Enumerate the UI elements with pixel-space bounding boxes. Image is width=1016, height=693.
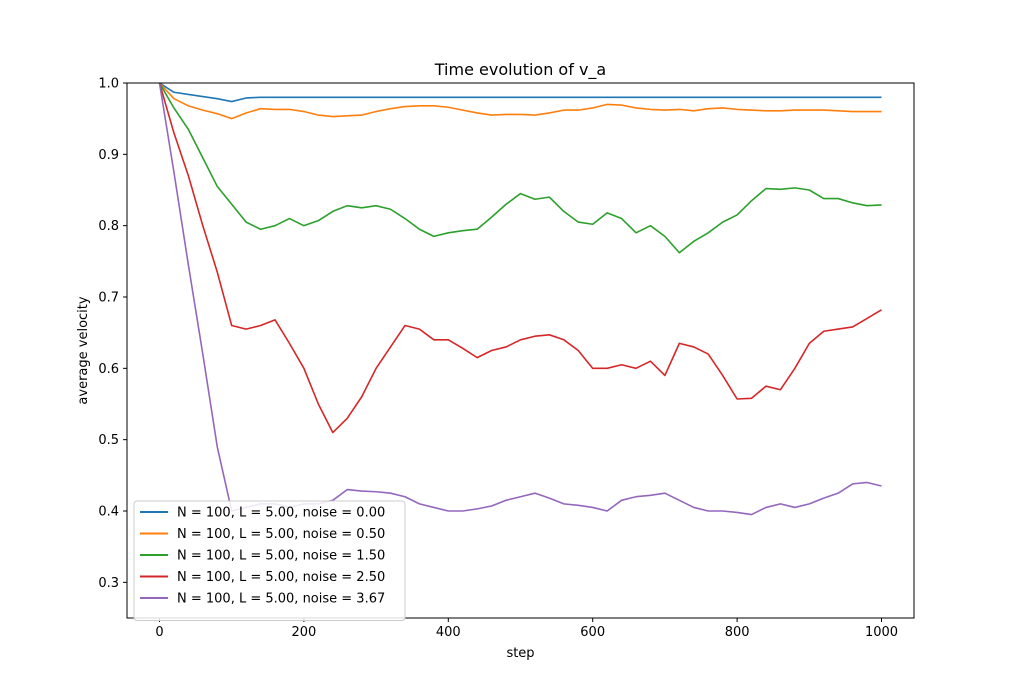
x-tick-label: 400 (436, 625, 461, 640)
series-layer (158, 83, 882, 516)
y-tick-label: 0.8 (98, 219, 119, 234)
x-tick-label: 600 (580, 625, 605, 640)
x-tick-label: 200 (291, 625, 316, 640)
legend-label: N = 100, L = 5.00, noise = 3.67 (177, 592, 385, 607)
series-line-1 (159, 83, 882, 103)
y-tick-label: 0.3 (98, 576, 119, 591)
plot-frame (126, 82, 915, 619)
series-line-4 (158, 83, 882, 434)
y-axis: 0.3 0.4 0.5 0.6 0.7 0.8 0.9 1.0 (98, 77, 127, 591)
series-line-2 (158, 83, 882, 120)
x-tick-label: 800 (725, 625, 750, 640)
x-axis: 0 200 400 600 800 1000 (155, 618, 898, 640)
legend-label: N = 100, L = 5.00, noise = 0.00 (177, 506, 385, 521)
y-tick-label: 0.7 (98, 291, 119, 306)
chart-title: Time evolution of v_a (434, 60, 606, 80)
legend-label: N = 100, L = 5.00, noise = 2.50 (177, 570, 385, 585)
x-axis-label: step (506, 646, 534, 661)
y-tick-label: 0.6 (98, 362, 119, 377)
y-tick-label: 0.5 (98, 433, 119, 448)
x-tick-label: 1000 (865, 625, 898, 640)
legend: N = 100, L = 5.00, noise = 0.00 N = 100, … (133, 500, 406, 621)
legend-label: N = 100, L = 5.00, noise = 0.50 (177, 527, 385, 542)
y-tick-label: 1.0 (98, 77, 119, 92)
y-axis-label: average velocity (76, 296, 91, 404)
legend-label: N = 100, L = 5.00, noise = 1.50 (177, 549, 385, 564)
series-line-3 (158, 83, 882, 254)
legend-box (133, 500, 406, 621)
y-tick-label: 0.9 (98, 148, 119, 163)
y-tick-label: 0.4 (98, 505, 119, 520)
x-tick-label: 0 (155, 625, 163, 640)
